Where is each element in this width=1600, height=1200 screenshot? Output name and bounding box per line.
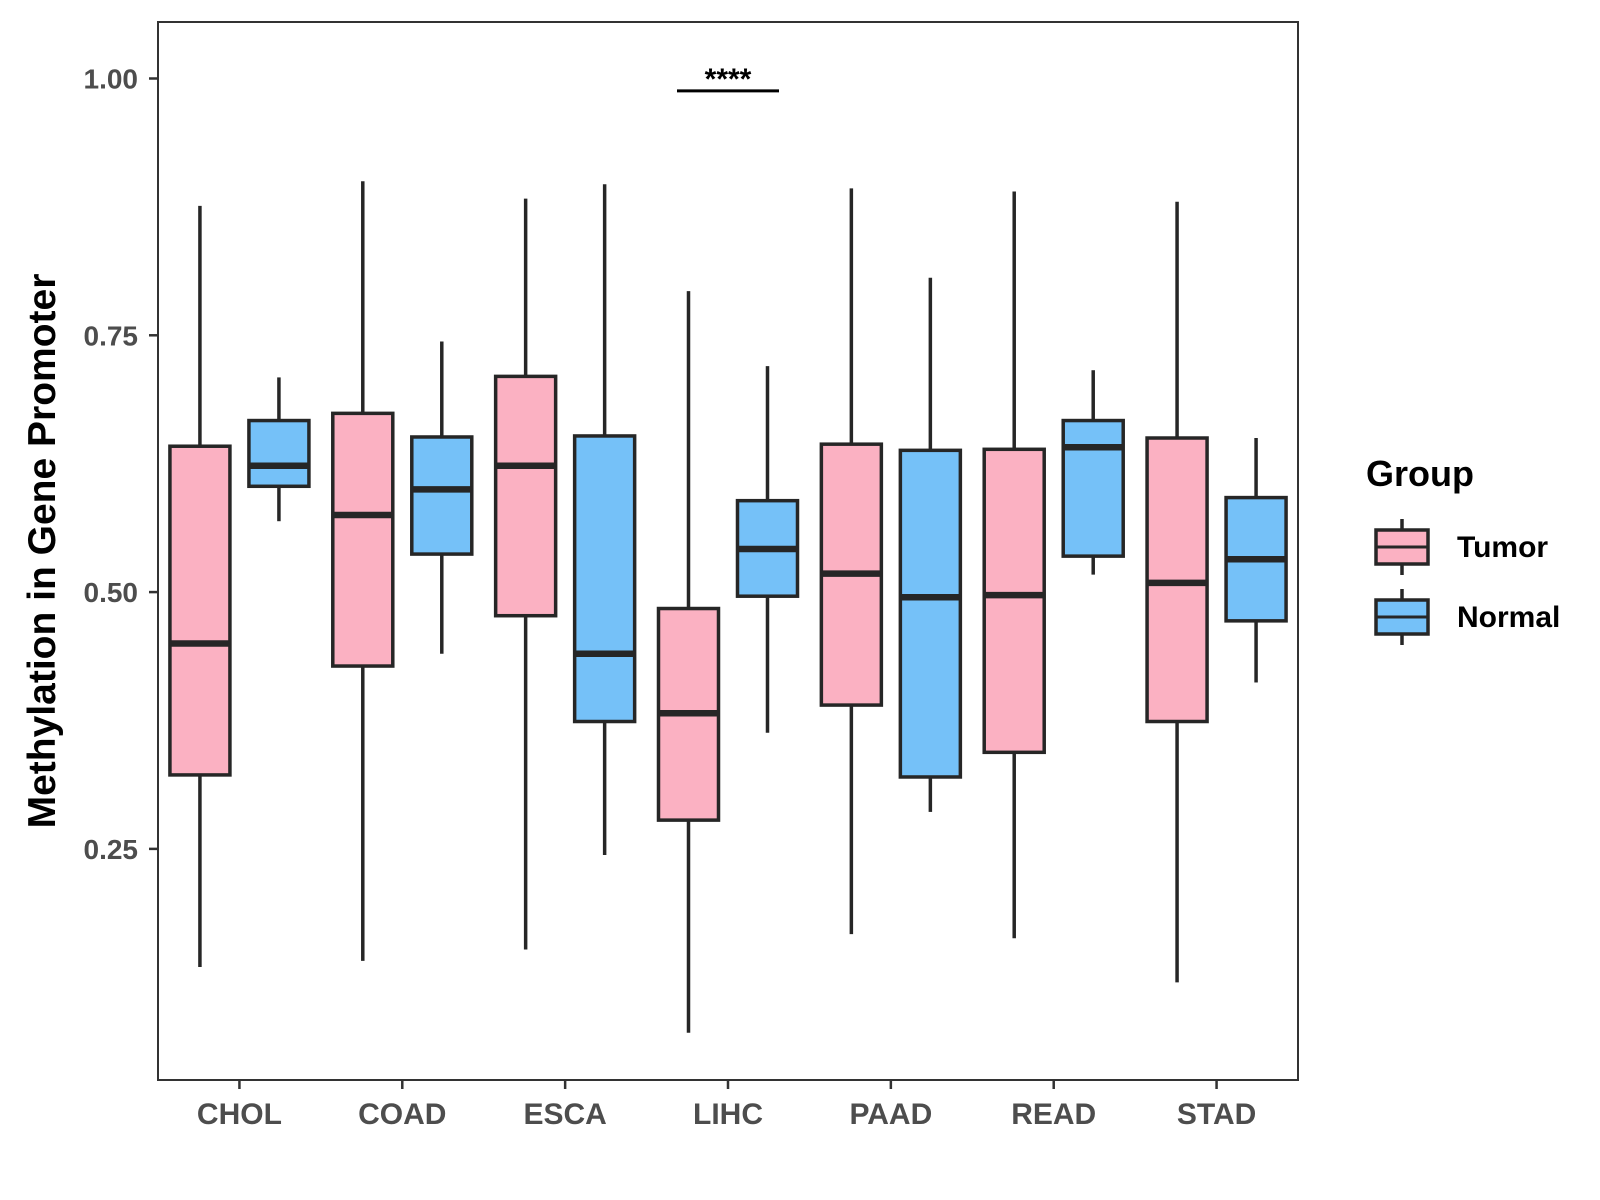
- box-tumor-coad: [331, 181, 395, 961]
- y-axis: 0.25 0.50 0.75 1.00: [84, 63, 158, 865]
- iqr-box: [331, 411, 395, 668]
- box-normal-esca: [572, 184, 637, 856]
- box-normal-lihc: [735, 366, 800, 733]
- iqr-box: [168, 444, 232, 777]
- iqr-box: [982, 447, 1046, 755]
- box-tumor-read: [982, 191, 1046, 939]
- boxes-layer: [168, 181, 1288, 1033]
- y-axis-title: Methylation in Gene Promoter: [21, 274, 64, 829]
- annotation-layer: ****: [677, 63, 779, 96]
- x-tick-label-paad: PAAD: [849, 1098, 932, 1131]
- x-tick-label-read: READ: [1011, 1098, 1096, 1131]
- x-tick-label-chol: CHOL: [197, 1098, 282, 1131]
- iqr-box: [898, 448, 963, 779]
- iqr-box: [1061, 418, 1125, 558]
- iqr-box: [572, 434, 637, 724]
- box-tumor-paad: [819, 188, 884, 935]
- box-normal-coad: [410, 341, 474, 654]
- iqr-box: [493, 374, 558, 618]
- iqr-box: [247, 418, 311, 489]
- box-normal-stad: [1224, 438, 1288, 683]
- box-tumor-lihc: [656, 291, 721, 1033]
- x-tick-label-coad: COAD: [358, 1098, 446, 1131]
- box-normal-paad: [898, 277, 963, 812]
- box-tumor-esca: [493, 198, 558, 950]
- y-tick-label: 1.00: [84, 63, 139, 94]
- y-tick-label: 0.50: [84, 577, 139, 608]
- legend-key-tumor: [1374, 519, 1430, 575]
- box-normal-read: [1061, 370, 1125, 575]
- legend-label-tumor: Tumor: [1457, 531, 1548, 564]
- legend-label-normal: Normal: [1457, 601, 1560, 634]
- box-tumor-chol: [168, 205, 232, 968]
- legend-key-normal: [1374, 589, 1430, 645]
- significance-label: ****: [705, 63, 752, 96]
- y-tick-label: 0.25: [84, 834, 139, 865]
- x-axis: CHOL COAD ESCA LIHC PAAD READ STAD: [197, 1080, 1256, 1131]
- box-tumor-stad: [1145, 201, 1209, 983]
- box-normal-chol: [247, 377, 311, 522]
- x-tick-label-stad: STAD: [1177, 1098, 1256, 1131]
- x-tick-label-lihc: LIHC: [693, 1098, 763, 1131]
- x-tick-label-esca: ESCA: [523, 1098, 606, 1131]
- legend-title: Group: [1366, 453, 1474, 494]
- plot-background: [158, 22, 1298, 1080]
- y-tick-label: 0.75: [84, 320, 139, 351]
- iqr-box: [410, 435, 474, 556]
